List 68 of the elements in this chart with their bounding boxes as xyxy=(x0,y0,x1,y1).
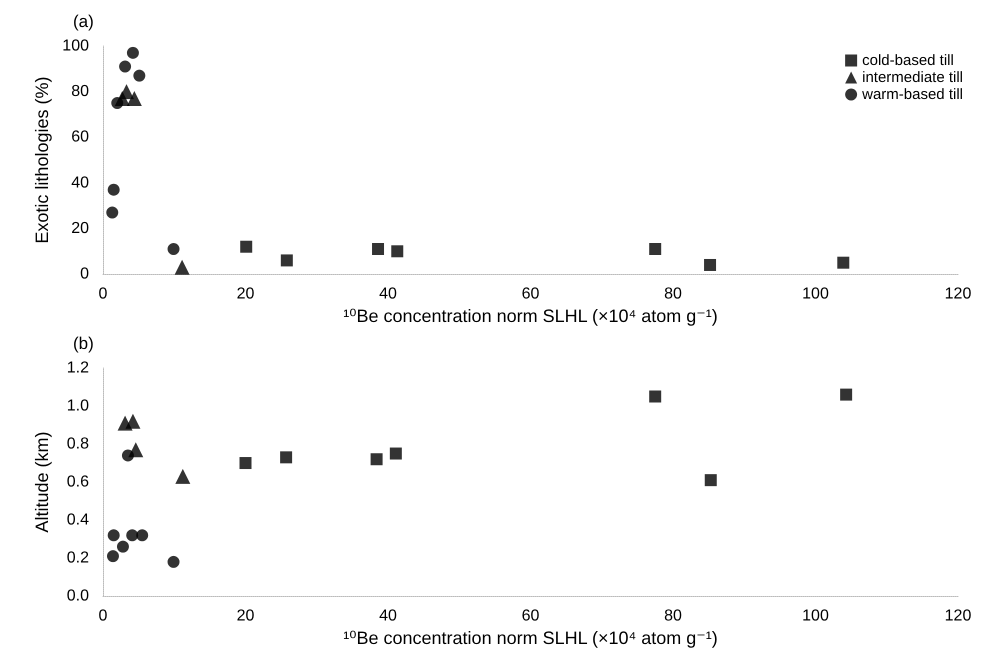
point xyxy=(168,556,180,568)
point xyxy=(175,468,190,484)
point xyxy=(840,388,852,401)
x-tick-label: 20 xyxy=(236,608,254,625)
point xyxy=(126,90,142,106)
x-axis-title: ¹⁰Be concentration norm SLHL (×10⁴ atom g⁻¹) xyxy=(343,628,718,648)
point xyxy=(128,442,144,458)
y-tick-label: 20 xyxy=(71,220,90,237)
point xyxy=(116,540,129,553)
point xyxy=(108,184,120,196)
legend-label: warm-based till xyxy=(861,86,963,103)
y-tick-label: 0.4 xyxy=(66,512,90,529)
x-axis-title: ¹⁰Be concentration norm SLHL (×10⁴ atom g⁻¹) xyxy=(343,306,718,326)
y-tick-label: 0 xyxy=(80,266,90,283)
x-tick-label: 120 xyxy=(944,286,972,303)
point xyxy=(649,390,662,403)
point xyxy=(136,529,148,542)
x-tick-label: 80 xyxy=(664,608,682,625)
point xyxy=(174,260,190,275)
y-tick-label: 1.2 xyxy=(66,360,90,376)
legend-label: intermediate till xyxy=(862,69,964,86)
point xyxy=(119,60,132,73)
x-tick-label: 60 xyxy=(522,286,540,303)
point xyxy=(168,243,180,256)
x-tick-label: 20 xyxy=(236,286,254,303)
x-tick-label: 40 xyxy=(379,608,397,625)
y-tick-label: 1.0 xyxy=(66,398,90,415)
point xyxy=(108,529,120,542)
point xyxy=(837,256,850,269)
y-axis-title: Exotic lithologies (%) xyxy=(32,76,52,244)
point xyxy=(280,451,292,464)
y-tick-label: 0.8 xyxy=(66,436,90,453)
legend-label: cold-based till xyxy=(862,52,954,69)
y-tick-label: 100 xyxy=(62,38,90,54)
y-tick-label: 40 xyxy=(71,174,90,192)
point xyxy=(240,457,252,470)
point xyxy=(240,240,252,253)
x-tick-label: 100 xyxy=(802,608,829,625)
y-tick-label: 0.6 xyxy=(66,474,90,491)
y-tick-label: 80 xyxy=(71,83,90,100)
x-tick-label: 60 xyxy=(522,608,540,625)
point xyxy=(704,474,717,486)
point xyxy=(390,448,402,460)
point xyxy=(106,206,118,219)
point xyxy=(649,243,662,256)
point xyxy=(372,243,384,256)
y-tick-label: 60 xyxy=(71,128,90,146)
x-tick-label: 80 xyxy=(664,286,682,303)
x-tick-label: 120 xyxy=(944,608,972,625)
point xyxy=(370,453,383,466)
chart-title: (b) xyxy=(73,334,94,353)
chart-title: (a) xyxy=(73,12,94,31)
point xyxy=(106,550,119,562)
point xyxy=(280,254,293,266)
y-tick-label: 0.0 xyxy=(66,588,90,605)
point xyxy=(125,414,140,429)
x-tick-label: 0 xyxy=(98,286,108,303)
point xyxy=(126,529,138,542)
point xyxy=(391,245,404,258)
point xyxy=(704,258,716,271)
point xyxy=(126,46,139,59)
x-tick-label: 0 xyxy=(98,608,108,625)
x-tick-label: 100 xyxy=(802,286,829,303)
point xyxy=(119,84,134,100)
point xyxy=(133,70,146,82)
y-axis-title: Altitude (km) xyxy=(32,432,52,533)
x-tick-label: 40 xyxy=(379,286,397,303)
y-tick-label: 0.2 xyxy=(66,550,90,567)
